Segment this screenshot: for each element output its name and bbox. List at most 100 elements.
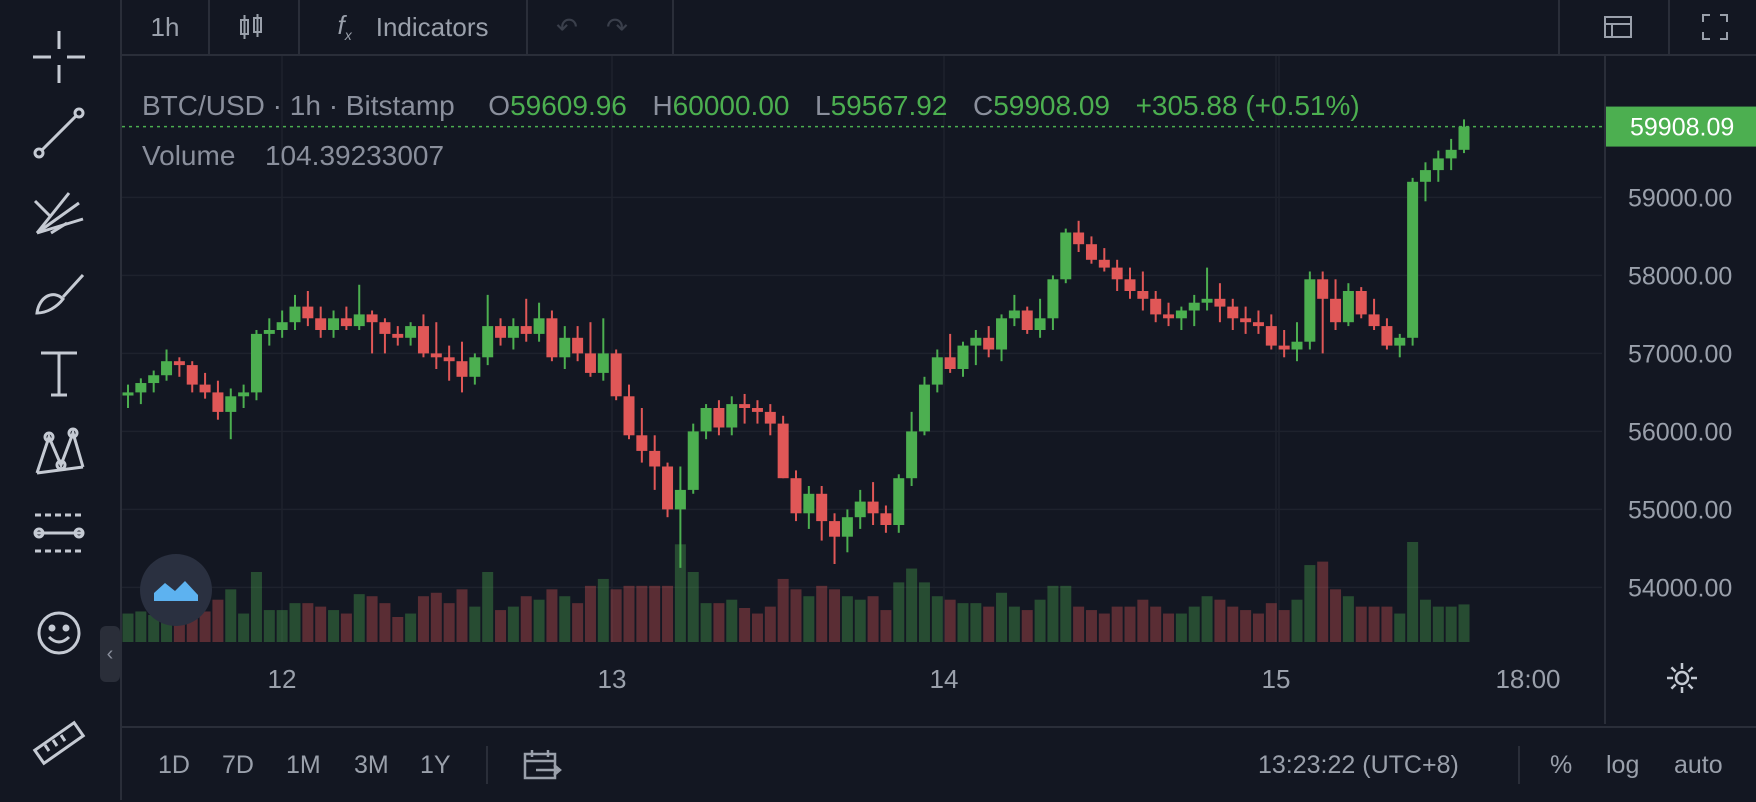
volume-bar: [1085, 610, 1097, 642]
volume-bar: [482, 572, 494, 642]
candle-body: [1330, 298, 1342, 323]
price-tick-label: 57000.00: [1628, 340, 1732, 368]
collapse-toolbar-icon[interactable]: ‹: [100, 626, 120, 682]
candle-body: [340, 318, 352, 327]
candle-body: [584, 353, 596, 373]
candle-body: [726, 404, 738, 428]
candle-body: [302, 306, 314, 319]
candle-body: [1458, 126, 1470, 150]
undo-icon[interactable]: ↶: [556, 11, 578, 42]
clock-label[interactable]: 13:23:22 (UTC+8): [1258, 750, 1459, 779]
price-tick-label: 59000.00: [1628, 184, 1732, 212]
volume-bar: [559, 596, 571, 642]
volume-bar: [1265, 603, 1277, 642]
candle-body: [1073, 232, 1085, 245]
candle-body: [674, 489, 686, 510]
candle-body: [700, 408, 712, 432]
candle-body: [623, 396, 635, 436]
volume-bar: [841, 596, 853, 642]
candlestick-chart: 12 13 14 15 18:00: [122, 56, 1602, 694]
volume-bar: [790, 589, 802, 642]
candle-body: [1394, 337, 1406, 346]
range-1y-button[interactable]: 1Y: [420, 750, 451, 779]
goto-date-icon[interactable]: [522, 728, 562, 802]
log-toggle[interactable]: log: [1606, 750, 1640, 779]
high-value: 60000.00: [672, 90, 790, 121]
prediction-tool-icon[interactable]: [24, 498, 94, 568]
volume-bar: [1008, 606, 1020, 642]
candle-body: [867, 501, 879, 514]
interval-button[interactable]: 1h: [150, 11, 180, 42]
auto-toggle[interactable]: auto: [1674, 750, 1723, 779]
candle-body: [816, 493, 828, 522]
pattern-tool-icon[interactable]: [24, 418, 94, 488]
volume-bar: [1381, 606, 1393, 642]
tradingview-logo-icon[interactable]: [140, 554, 212, 626]
candle-body: [533, 318, 545, 334]
range-7d-button[interactable]: 7D: [222, 750, 254, 779]
candle-body: [1432, 158, 1444, 171]
settings-gear-icon[interactable]: [1660, 656, 1704, 700]
redo-icon[interactable]: ↷: [606, 11, 628, 42]
crosshair-tool-icon[interactable]: [24, 22, 94, 92]
volume-bar: [777, 578, 789, 642]
toolbar-divider: [1668, 0, 1670, 54]
open-value: 59609.96: [510, 90, 627, 121]
candle-body: [1317, 279, 1329, 299]
candle-body: [405, 326, 417, 338]
candle-body: [764, 411, 776, 424]
last-price-label: 59908.09: [1630, 114, 1734, 142]
candle-body: [212, 392, 224, 412]
layout-icon[interactable]: [1588, 0, 1648, 54]
candle-body: [1060, 232, 1072, 280]
candle-body: [1150, 298, 1162, 315]
chart-pane[interactable]: 12 13 14 15 18:00 BTC/USD · 1h · Bitstamp O5…: [122, 56, 1602, 724]
volume-bar: [546, 589, 558, 642]
time-tick-label: 15: [1262, 664, 1291, 694]
range-1m-button[interactable]: 1M: [286, 750, 321, 779]
trend-line-tool-icon[interactable]: [24, 98, 94, 168]
ohlc-legend: BTC/USD · 1h · Bitstamp O59609.96 H60000…: [142, 90, 1360, 122]
emoji-tool-icon[interactable]: [24, 598, 94, 668]
volume-bar: [700, 603, 712, 642]
candle-body: [931, 357, 943, 385]
fib-tool-icon[interactable]: [24, 178, 94, 248]
volume-bar: [417, 596, 429, 642]
candle-body: [289, 306, 301, 323]
volume-bar: [713, 603, 725, 642]
candle-body: [186, 365, 198, 385]
volume-bar: [1175, 613, 1187, 642]
ruler-tool-icon[interactable]: [24, 708, 94, 778]
volume-bar: [1330, 589, 1342, 642]
volume-bar: [931, 596, 943, 642]
candle-body: [944, 357, 956, 369]
volume-bar: [1355, 606, 1367, 642]
percent-toggle[interactable]: %: [1550, 750, 1573, 779]
indicators-button[interactable]: fx Indicators: [318, 0, 508, 54]
volume-bar: [816, 585, 828, 642]
candle-style-icon[interactable]: [218, 0, 284, 54]
volume-bar: [1291, 599, 1303, 642]
candle-body: [1137, 291, 1149, 299]
brush-tool-icon[interactable]: [24, 258, 94, 328]
volume-bar: [867, 596, 879, 642]
candle-body: [1201, 298, 1213, 303]
candle-body: [1111, 267, 1123, 280]
range-3m-button[interactable]: 3M: [354, 750, 389, 779]
volume-bar: [572, 603, 584, 642]
candle-body: [751, 408, 763, 412]
candle-body: [1021, 310, 1033, 330]
candle-body: [803, 493, 815, 514]
range-1d-button[interactable]: 1D: [158, 750, 190, 779]
candle-body: [1227, 306, 1239, 319]
volume-bar: [238, 613, 250, 642]
price-axis[interactable]: 59000.00 58000.00 57000.00 56000.00 55000.00…: [1604, 56, 1756, 724]
time-tick-label: 12: [268, 664, 297, 694]
volume-bar: [584, 585, 596, 642]
candle-body: [199, 384, 211, 393]
volume-bar: [1304, 565, 1316, 642]
text-tool-icon[interactable]: [24, 338, 94, 408]
fullscreen-icon[interactable]: [1682, 0, 1748, 54]
candle-body: [148, 375, 160, 384]
open-label: O: [488, 90, 511, 121]
